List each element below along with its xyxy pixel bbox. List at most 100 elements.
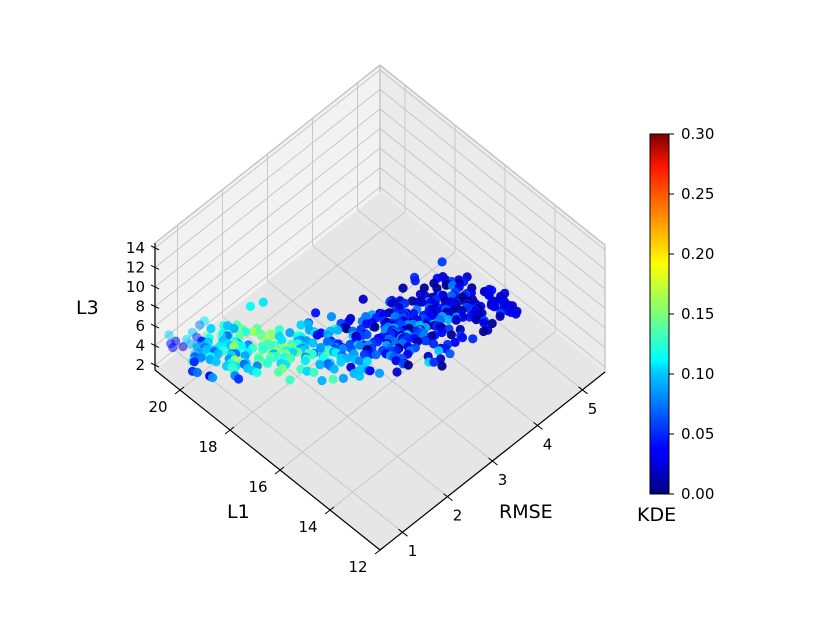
data-point — [302, 366, 312, 376]
colorbar-gradient — [649, 133, 670, 495]
y-axis-label: L1 — [227, 501, 250, 523]
z-tick-mark — [150, 245, 160, 251]
data-point — [309, 367, 319, 377]
data-point — [277, 335, 287, 345]
data-point — [206, 323, 216, 334]
y-tick-mark — [374, 546, 385, 555]
y-tick-label: 20 — [148, 398, 167, 416]
data-point — [285, 375, 295, 385]
data-point — [511, 309, 521, 319]
data-point — [387, 298, 397, 308]
data-point — [252, 368, 262, 378]
data-point — [189, 357, 199, 367]
z-tick-label: 14 — [126, 239, 145, 257]
data-point — [429, 339, 439, 349]
colorbar: 0.00 0.05 0.10 0.15 0.20 0.25 0.30 KDE — [637, 125, 714, 526]
z-tick-label: 10 — [126, 278, 145, 296]
data-point — [443, 315, 453, 325]
colorbar-label: KDE — [637, 504, 676, 526]
y-tick-label: 14 — [298, 518, 317, 536]
data-point — [336, 357, 346, 367]
data-point — [457, 333, 468, 343]
z-tick-mark — [150, 343, 160, 349]
pane-edge — [154, 64, 381, 244]
data-point — [446, 330, 456, 340]
data-point — [370, 322, 380, 332]
data-point — [258, 297, 268, 307]
data-point — [274, 325, 284, 335]
colorbar-tick-label: 0.00 — [681, 485, 714, 503]
data-point — [258, 344, 268, 354]
data-point — [437, 327, 447, 338]
z-tick-mark — [150, 264, 160, 270]
data-point — [358, 294, 368, 304]
data-point — [391, 356, 401, 366]
data-point — [355, 356, 365, 366]
colorbar-tick-label: 0.15 — [681, 305, 714, 323]
data-point — [374, 368, 385, 378]
data-point — [296, 320, 306, 330]
data-point — [450, 337, 460, 347]
x-tick-mark — [398, 528, 408, 537]
data-point — [355, 371, 365, 381]
y-axis-line — [154, 369, 381, 551]
data-point — [315, 360, 325, 370]
y-tick-label: 12 — [348, 558, 367, 576]
data-point — [451, 315, 461, 325]
grid-line-y-floor — [329, 331, 556, 511]
data-point — [195, 320, 205, 330]
data-point — [234, 374, 244, 384]
data-point — [164, 330, 174, 340]
data-point — [429, 357, 439, 367]
data-point — [403, 360, 413, 370]
x-tick-label: 2 — [453, 507, 463, 525]
data-point — [495, 311, 505, 321]
data-point — [471, 315, 481, 325]
x-axis-label: RMSE — [499, 501, 553, 523]
data-point — [178, 342, 188, 352]
x-tick-label: 5 — [588, 400, 598, 418]
colorbar-tick-label: 0.10 — [681, 365, 714, 383]
data-point — [326, 312, 337, 322]
data-point — [437, 257, 447, 267]
data-point — [410, 276, 420, 286]
grid-line-y-floor — [279, 291, 506, 471]
data-point — [312, 330, 322, 340]
x-tick-mark — [488, 457, 498, 466]
z-tick-mark — [150, 284, 160, 290]
data-point — [328, 374, 338, 384]
z-tick-label: 8 — [135, 298, 145, 316]
data-point — [245, 301, 255, 311]
data-point — [362, 356, 372, 366]
data-point — [208, 373, 218, 383]
data-point — [248, 327, 258, 337]
x-tick-mark — [578, 386, 588, 395]
z-tick-label: 12 — [126, 258, 145, 276]
data-point — [478, 326, 489, 337]
y-tick-mark — [324, 506, 335, 515]
data-point — [211, 357, 221, 367]
data-point — [479, 318, 489, 328]
colorbar-ticks: 0.00 0.05 0.10 0.15 0.20 0.25 0.30 — [669, 125, 714, 503]
data-point — [378, 309, 389, 319]
data-point — [308, 338, 318, 348]
data-point — [417, 297, 427, 307]
data-point — [365, 366, 375, 376]
data-point — [392, 367, 402, 377]
data-point — [445, 349, 455, 359]
data-point — [338, 373, 348, 383]
data-point — [434, 346, 444, 356]
z-tick-label: 6 — [135, 317, 145, 335]
data-point — [484, 290, 494, 300]
z-tick-mark — [150, 304, 160, 309]
y-tick-mark — [274, 466, 285, 475]
data-point — [192, 367, 202, 378]
colorbar-tick-label: 0.30 — [681, 125, 714, 143]
colorbar-tick-label: 0.20 — [681, 245, 714, 263]
colorbar-tick-label: 0.05 — [681, 425, 714, 443]
x-tick-label: 3 — [498, 471, 508, 489]
y-tick-label: 16 — [248, 478, 267, 496]
data-point — [489, 302, 499, 312]
